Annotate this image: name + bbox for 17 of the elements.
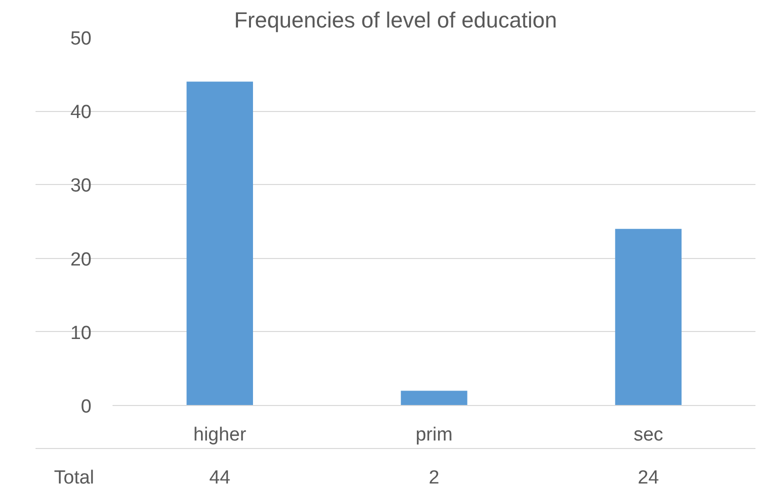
data-label: 24 [638,468,660,488]
x-tick-label: prim [416,424,453,446]
x-tick-label: higher [193,424,247,446]
bar [400,390,468,406]
x-tick-label: sec [634,424,664,446]
y-tick-label: 20 [70,249,92,270]
y-tick-label: 40 [70,102,92,124]
chart-title: Frequencies of level of education [234,8,557,32]
y-tick-label: 50 [70,28,92,50]
bar [186,82,253,406]
data-label: 44 [209,468,231,488]
y-tick-label: 30 [70,176,92,197]
bar [615,228,682,406]
y-tick-label: 10 [70,322,92,344]
data-label: 2 [428,468,440,488]
y-tick-label: 0 [80,396,92,418]
text: Total [54,468,94,488]
